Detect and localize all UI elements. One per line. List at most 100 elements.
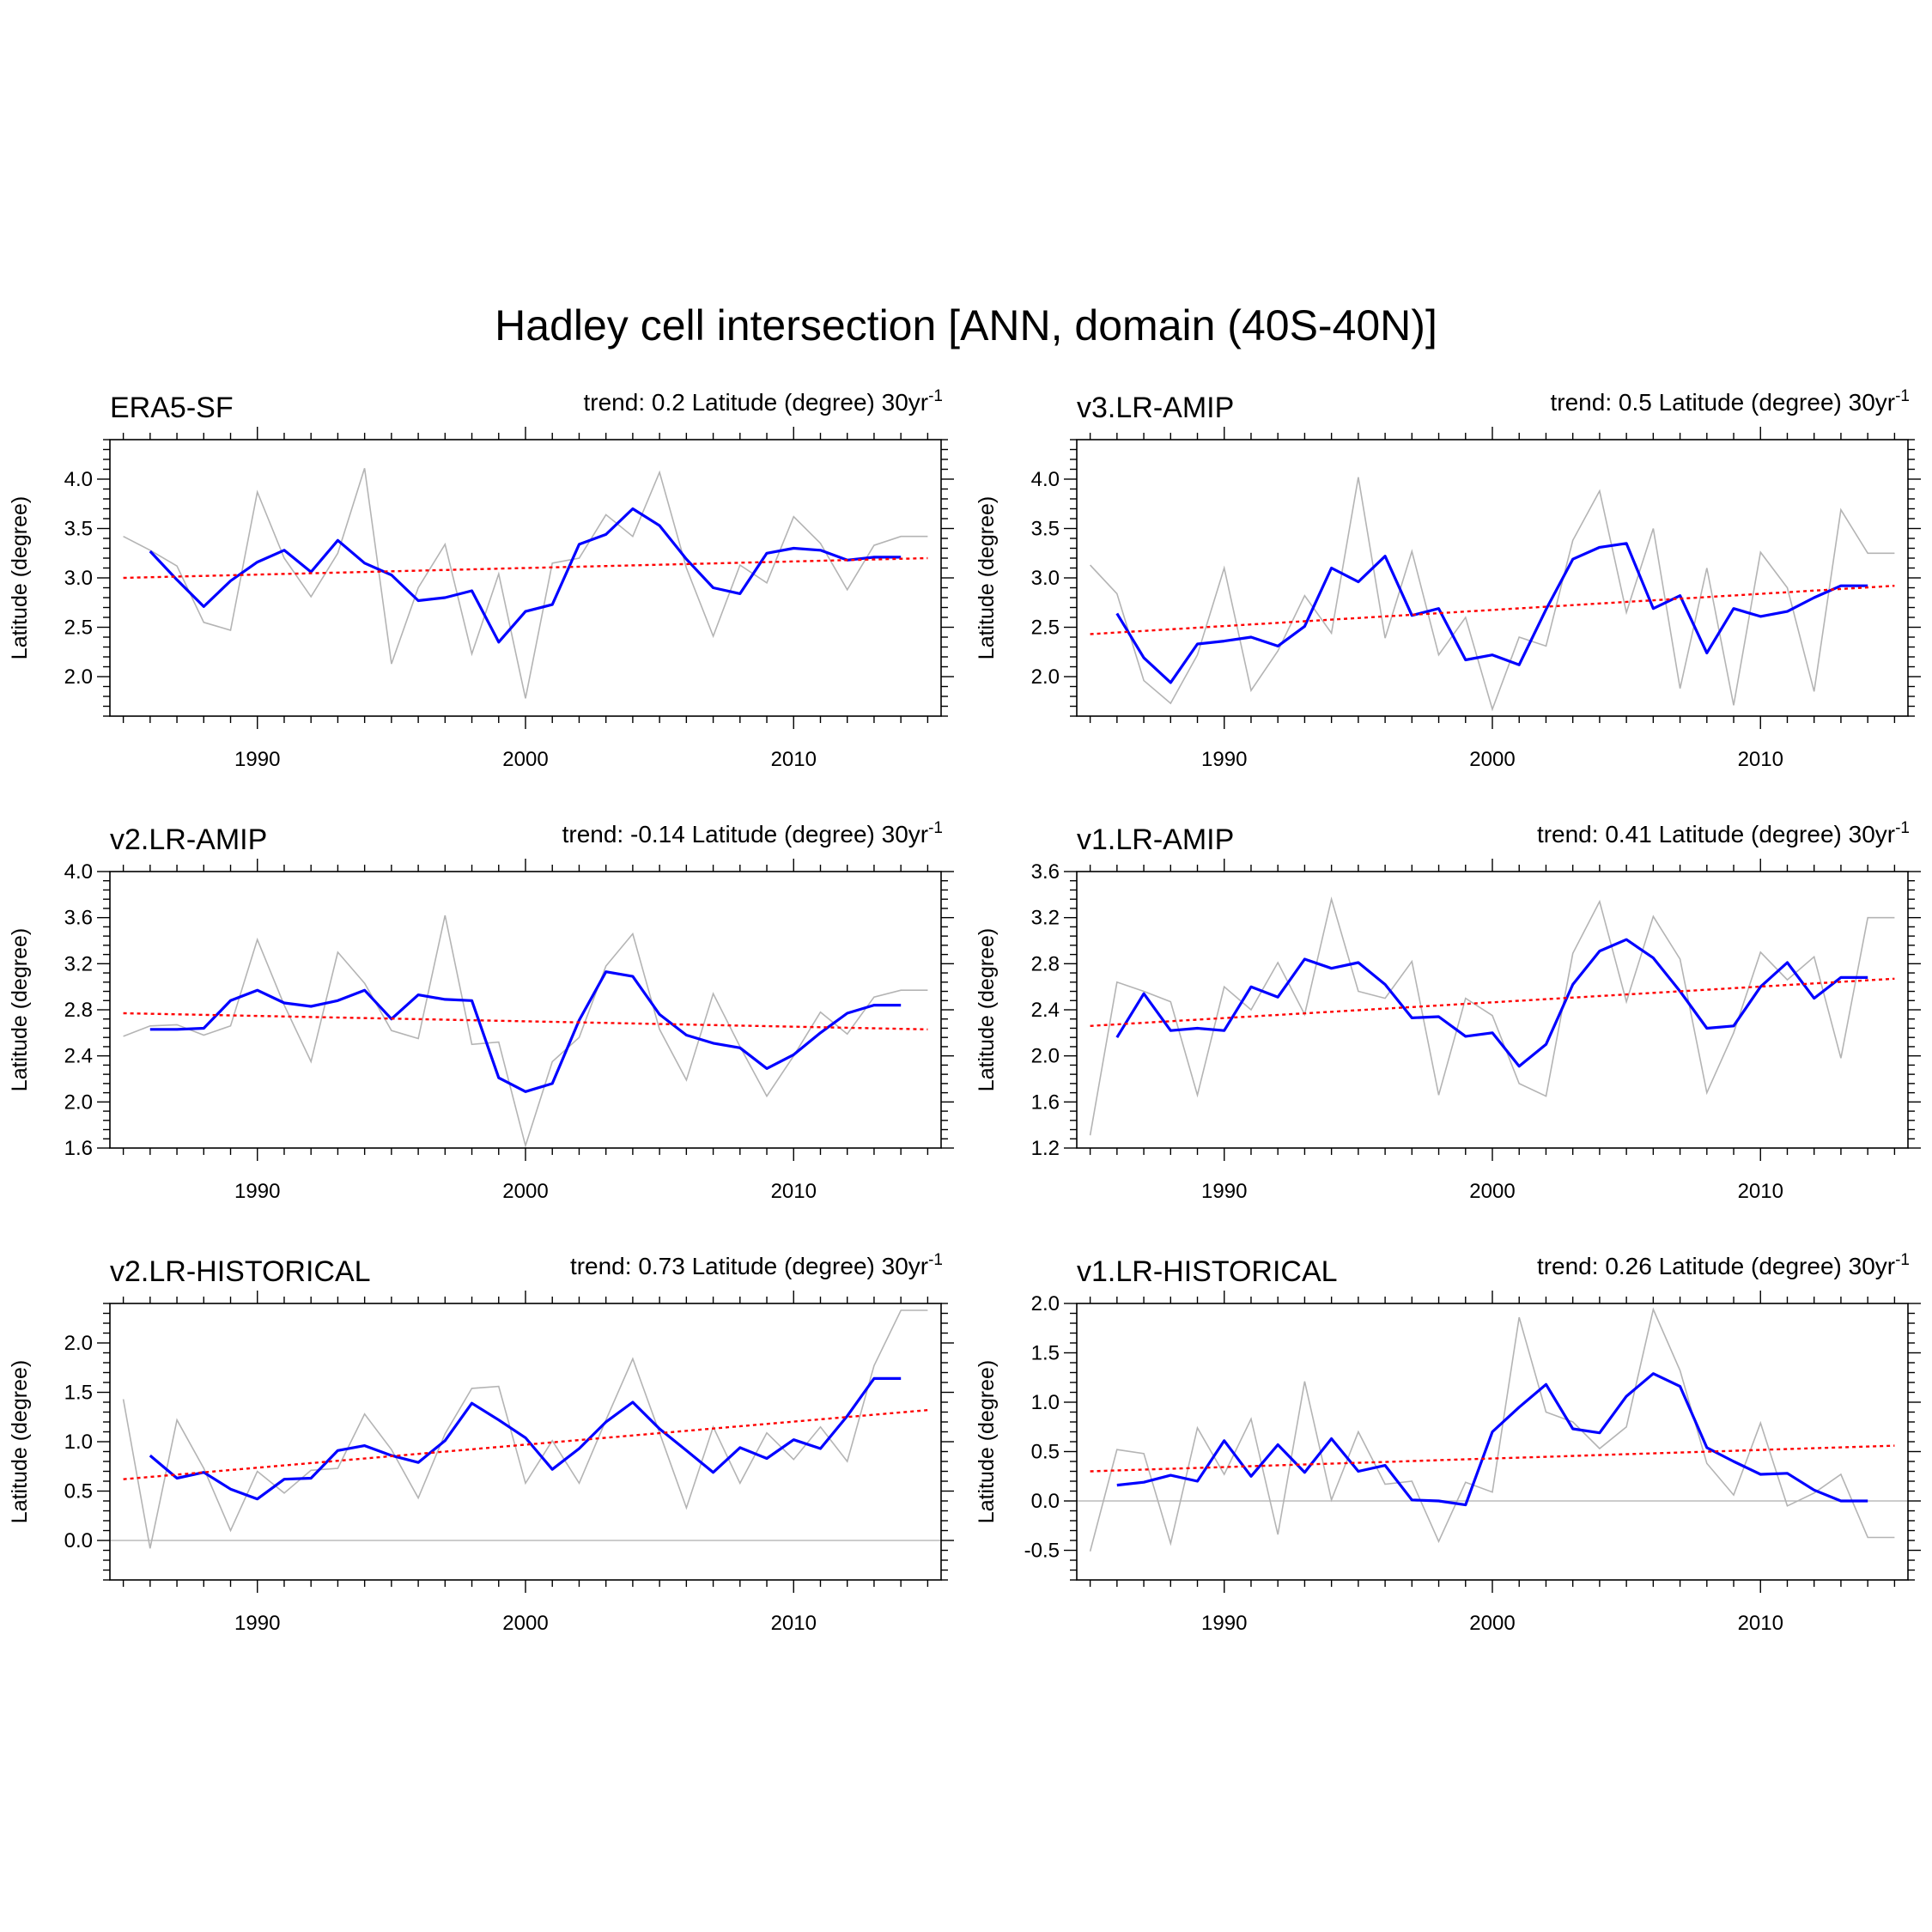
trend-text: trend: 0.26 Latitude (degree) 30yr bbox=[1537, 1253, 1895, 1279]
trend-label: trend: 0.2 Latitude (degree) 30yr-1 bbox=[584, 387, 944, 416]
y-tick-label: 3.6 bbox=[1031, 860, 1060, 884]
y-tick-label: 1.0 bbox=[64, 1431, 93, 1454]
y-axis-label: Latitude (degree) bbox=[8, 928, 32, 1091]
x-tick-label: 2010 bbox=[771, 748, 817, 771]
trend-text: trend: -0.14 Latitude (degree) 30yr bbox=[562, 821, 928, 848]
y-tick-label: 1.5 bbox=[1031, 1342, 1060, 1365]
series-line-smoothed bbox=[149, 507, 902, 644]
y-tick-label: 3.0 bbox=[1031, 567, 1060, 590]
plot-frame bbox=[109, 871, 942, 1149]
x-tick-label: 2000 bbox=[502, 748, 548, 771]
series-line-smoothed bbox=[149, 970, 902, 1093]
series-line-annual bbox=[123, 468, 928, 699]
chart-panel: 1990 2000 2010 2.0 2.5 3.0 3.5 4.0 Latitude (deg… bbox=[8, 387, 954, 771]
series-line-trend bbox=[1090, 977, 1895, 1027]
series-line-smoothed bbox=[149, 1376, 902, 1501]
trend-label: trend: 0.73 Latitude (degree) 30yr-1 bbox=[570, 1251, 943, 1279]
trend-unit-superscript: -1 bbox=[928, 387, 943, 405]
y-tick-label: 3.5 bbox=[1031, 518, 1060, 541]
figure-title: Hadley cell intersection [ANN, domain (4… bbox=[495, 301, 1437, 349]
x-tick-label: 2000 bbox=[502, 1612, 548, 1635]
series-line-annual bbox=[1089, 1307, 1895, 1552]
x-tick-label: 2000 bbox=[502, 1180, 548, 1203]
y-axis-label: Latitude (degree) bbox=[975, 928, 999, 1091]
x-tick-label: 2010 bbox=[1738, 748, 1783, 771]
x-tick-label: 1990 bbox=[1201, 748, 1247, 771]
x-tick-label: 2010 bbox=[1738, 1180, 1783, 1203]
x-tick-label: 1990 bbox=[1201, 1180, 1247, 1203]
y-tick-label: 0.5 bbox=[1031, 1441, 1060, 1464]
trend-unit-superscript: -1 bbox=[1895, 819, 1910, 837]
trend-label: trend: 0.26 Latitude (degree) 30yr-1 bbox=[1537, 1251, 1910, 1279]
y-tick-label: 4.0 bbox=[1031, 468, 1060, 491]
series-line-trend bbox=[123, 1012, 928, 1030]
y-tick-label: 2.0 bbox=[64, 1332, 93, 1355]
y-tick-label: 0.0 bbox=[1031, 1490, 1060, 1513]
panel-title: v2.LR-AMIP bbox=[110, 823, 267, 856]
panel-title: v2.LR-HISTORICAL bbox=[110, 1255, 371, 1288]
panel-title: v1.LR-HISTORICAL bbox=[1077, 1255, 1338, 1288]
y-axis-label: Latitude (degree) bbox=[8, 496, 32, 659]
y-tick-label: 2.0 bbox=[64, 1091, 93, 1114]
series-line-smoothed bbox=[1115, 542, 1868, 684]
series-line-annual bbox=[1089, 896, 1895, 1136]
series-line-annual bbox=[122, 1309, 928, 1549]
y-axis-label: Latitude (degree) bbox=[975, 496, 999, 659]
y-tick-label: 2.4 bbox=[64, 1045, 93, 1068]
y-tick-label: 2.0 bbox=[1031, 665, 1060, 689]
plot-frame bbox=[109, 1303, 942, 1581]
y-tick-label: 3.0 bbox=[64, 567, 93, 590]
y-tick-label: 1.0 bbox=[1031, 1391, 1060, 1414]
y-tick-label: 1.6 bbox=[64, 1137, 93, 1160]
trend-label: trend: 0.5 Latitude (degree) 30yr-1 bbox=[1551, 387, 1911, 416]
y-tick-label: -0.5 bbox=[1024, 1540, 1060, 1563]
y-tick-label: 2.0 bbox=[1031, 1045, 1060, 1068]
y-tick-label: 3.5 bbox=[64, 518, 93, 541]
y-axis-label: Latitude (degree) bbox=[8, 1360, 32, 1523]
series-line-smoothed bbox=[1116, 1372, 1868, 1507]
x-tick-label: 1990 bbox=[1201, 1612, 1247, 1635]
x-tick-label: 2000 bbox=[1469, 1180, 1515, 1203]
trend-text: trend: 0.2 Latitude (degree) 30yr bbox=[584, 389, 929, 416]
trend-unit-superscript: -1 bbox=[1895, 387, 1910, 405]
y-tick-label: 2.0 bbox=[1031, 1292, 1060, 1315]
x-tick-label: 1990 bbox=[234, 1180, 280, 1203]
y-tick-label: 3.2 bbox=[64, 952, 93, 975]
y-tick-label: 2.0 bbox=[64, 665, 93, 689]
y-tick-label: 2.8 bbox=[1031, 952, 1060, 975]
trend-text: trend: 0.41 Latitude (degree) 30yr bbox=[1537, 821, 1895, 848]
x-tick-label: 1990 bbox=[234, 1612, 280, 1635]
chart-panel: 1990 2000 2010 0.0 0.5 1.0 1.5 2.0 Latitude (deg… bbox=[8, 1251, 954, 1635]
panel-title: v3.LR-AMIP bbox=[1077, 392, 1234, 424]
x-tick-label: 2010 bbox=[771, 1612, 817, 1635]
y-tick-label: 0.5 bbox=[64, 1480, 93, 1504]
trend-unit-superscript: -1 bbox=[928, 819, 943, 837]
trend-text: trend: 0.73 Latitude (degree) 30yr bbox=[570, 1253, 928, 1279]
y-tick-label: 3.2 bbox=[1031, 907, 1060, 930]
chart-panel: 1990 2000 2010 -0.5 0.0 0.5 1.0 1.5 2.0 Latitude … bbox=[975, 1251, 1921, 1635]
chart-panel: 1990 2000 2010 2.0 2.5 3.0 3.5 4.0 Latitude (deg… bbox=[975, 387, 1921, 771]
x-tick-label: 2000 bbox=[1469, 1612, 1515, 1635]
series-line-annual bbox=[123, 914, 928, 1149]
panel-title: ERA5-SF bbox=[110, 392, 234, 424]
series-line-smoothed bbox=[1115, 938, 1868, 1068]
x-tick-label: 1990 bbox=[234, 748, 280, 771]
x-tick-label: 2010 bbox=[1738, 1612, 1783, 1635]
x-tick-label: 2010 bbox=[771, 1180, 817, 1203]
y-tick-label: 1.6 bbox=[1031, 1091, 1060, 1114]
y-tick-label: 2.8 bbox=[64, 999, 93, 1022]
plot-frame bbox=[1076, 1303, 1909, 1581]
x-tick-label: 2000 bbox=[1469, 748, 1515, 771]
chart-panel: 1990 2000 2010 1.2 1.6 2.0 2.4 2.8 3.2 3.6 Latitud… bbox=[975, 819, 1921, 1203]
series-line-annual bbox=[1090, 477, 1895, 712]
trend-text: trend: 0.5 Latitude (degree) 30yr bbox=[1551, 389, 1896, 416]
panel-title: v1.LR-AMIP bbox=[1077, 823, 1234, 856]
trend-label: trend: 0.41 Latitude (degree) 30yr-1 bbox=[1537, 819, 1910, 848]
y-axis-label: Latitude (degree) bbox=[975, 1360, 999, 1523]
y-tick-label: 2.4 bbox=[1031, 999, 1060, 1022]
y-tick-label: 1.2 bbox=[1031, 1137, 1060, 1160]
chart-panel: 1990 2000 2010 1.6 2.0 2.4 2.8 3.2 3.6 4.0 Latitud… bbox=[8, 819, 954, 1203]
y-tick-label: 4.0 bbox=[64, 468, 93, 491]
plot-frame bbox=[1076, 439, 1909, 717]
